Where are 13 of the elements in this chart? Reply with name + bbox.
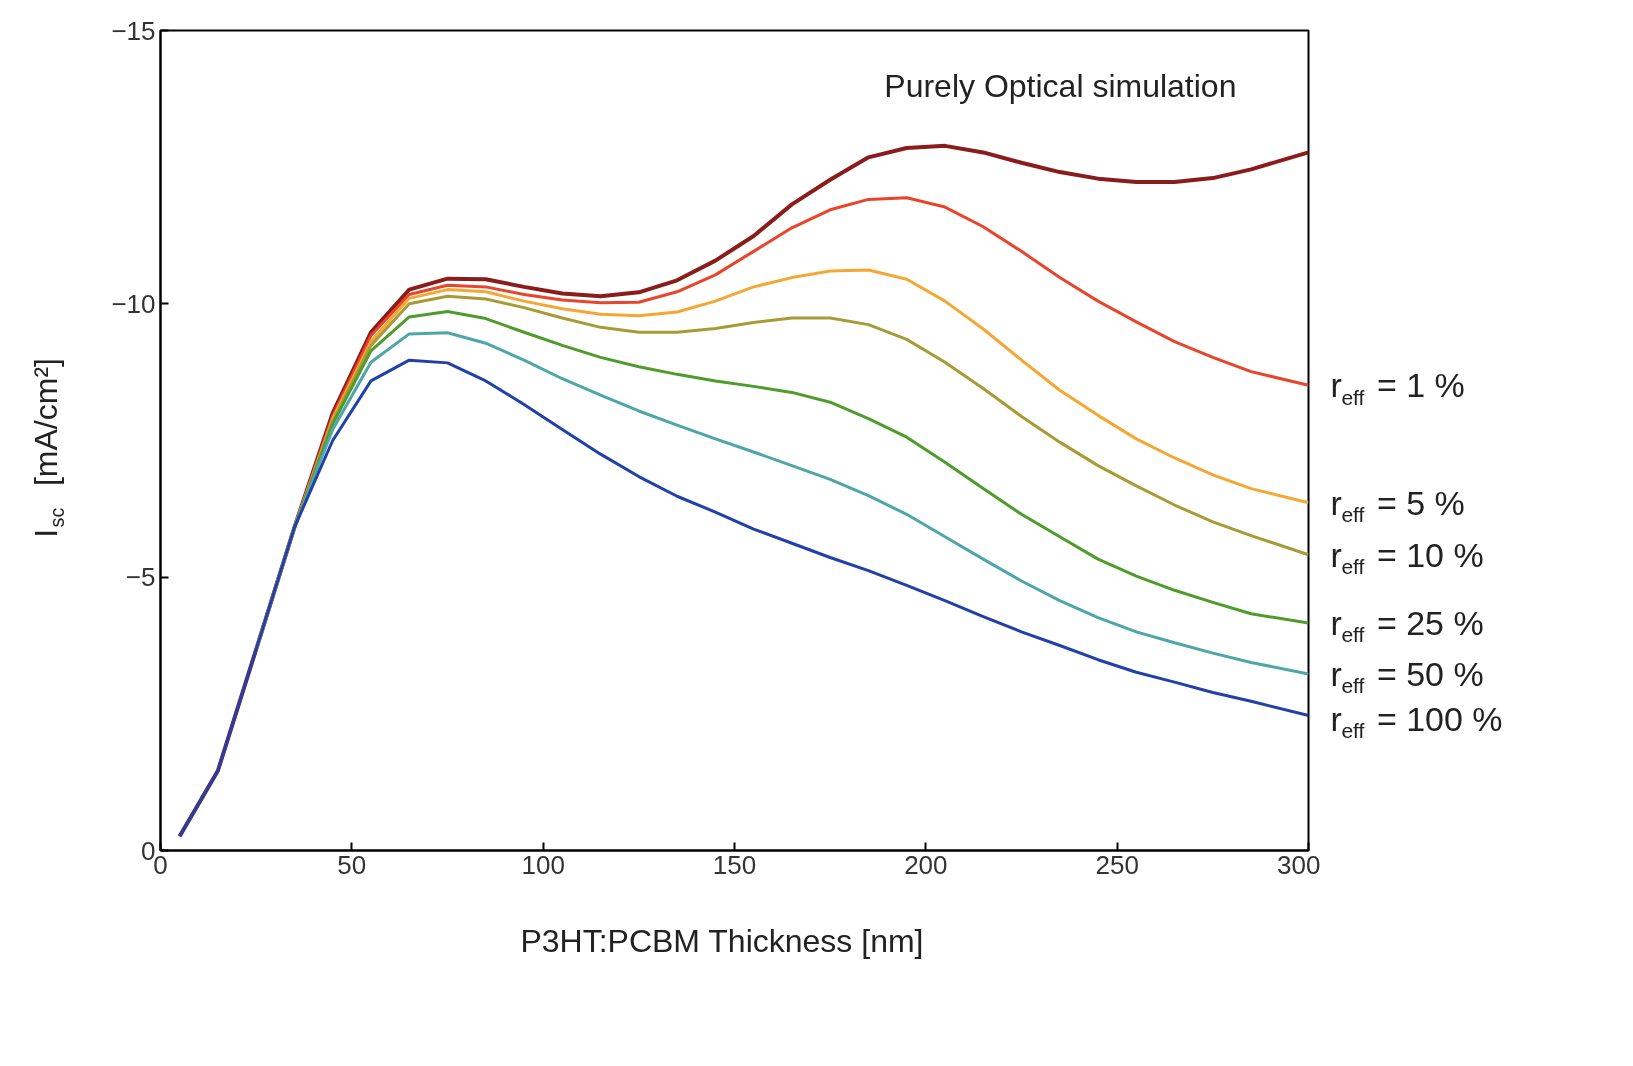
y-tick-label: −10 bbox=[111, 288, 156, 319]
annotation: Purely Optical simulation bbox=[884, 67, 1237, 104]
y-tick-label: −15 bbox=[111, 15, 156, 46]
y-axis-title: Isc [mA/cm²] bbox=[27, 358, 68, 538]
y-tick-label: −5 bbox=[125, 562, 156, 593]
x-axis-title: P3HT:PCBM Thickness [nm] bbox=[520, 922, 924, 959]
x-tick-label: 150 bbox=[712, 849, 757, 880]
x-tick-label: 300 bbox=[1277, 849, 1321, 880]
x-tick-label: 200 bbox=[904, 849, 948, 880]
x-tick-label: 250 bbox=[1095, 849, 1139, 880]
x-tick-label: 100 bbox=[521, 849, 565, 880]
line-series bbox=[178, 358, 1309, 838]
x-tick-label: 50 bbox=[337, 849, 367, 880]
